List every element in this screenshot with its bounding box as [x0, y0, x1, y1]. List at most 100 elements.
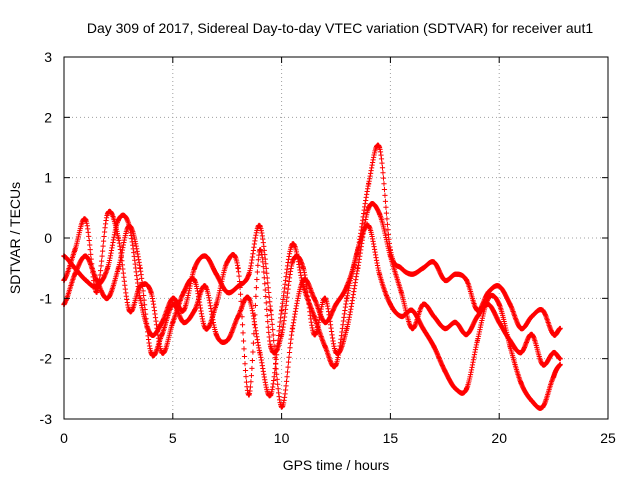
point-marker: [275, 381, 281, 387]
point-marker: [277, 323, 283, 329]
point-marker: [365, 183, 371, 189]
point-marker: [267, 303, 273, 309]
point-marker: [263, 265, 269, 272]
point-marker: [266, 294, 272, 300]
point-marker: [142, 306, 148, 313]
point-marker: [273, 361, 279, 367]
point-marker: [143, 320, 150, 326]
point-marker: [86, 237, 92, 244]
point-marker: [237, 291, 244, 297]
point-marker: [283, 378, 290, 385]
point-marker: [88, 251, 94, 257]
point-marker: [274, 376, 280, 382]
point-marker: [254, 276, 260, 283]
x-tick-label: 10: [274, 430, 290, 446]
y-axis-label: SDTVAR / TECUs: [7, 182, 23, 294]
point-marker: [383, 204, 389, 210]
point-marker: [141, 292, 147, 299]
point-marker: [213, 330, 219, 336]
point-marker: [284, 369, 291, 375]
chart-title: Day 309 of 2017, Sidereal Day-to-day VTE…: [87, 20, 594, 36]
point-marker: [245, 392, 252, 398]
point-marker: [100, 238, 107, 244]
point-marker: [249, 357, 256, 364]
point-marker: [264, 270, 270, 276]
point-marker: [273, 356, 279, 363]
point-marker: [100, 243, 106, 249]
point-marker: [240, 330, 246, 336]
point-marker: [263, 300, 269, 306]
point-marker: [241, 353, 248, 360]
point-marker: [247, 384, 254, 390]
point-marker: [104, 212, 110, 219]
point-marker: [253, 293, 259, 299]
point-marker: [99, 253, 105, 259]
point-marker: [398, 288, 404, 294]
point-marker: [557, 326, 563, 332]
point-marker: [255, 257, 261, 263]
point-marker: [71, 272, 77, 278]
x-tick-label: 25: [600, 430, 616, 446]
point-marker: [263, 293, 269, 300]
point-marker: [234, 262, 241, 268]
point-marker: [284, 374, 290, 380]
point-marker: [251, 331, 257, 337]
point-marker: [262, 256, 268, 262]
point-marker: [268, 312, 274, 318]
point-marker: [158, 333, 165, 339]
point-marker: [254, 269, 260, 275]
point-marker: [251, 321, 257, 327]
point-marker: [269, 316, 275, 322]
point-marker: [250, 340, 257, 346]
point-marker: [376, 210, 382, 216]
point-marker: [264, 306, 270, 312]
point-marker: [261, 269, 267, 275]
point-marker: [98, 263, 104, 269]
point-marker: [104, 267, 110, 273]
point-marker: [137, 262, 143, 268]
point-marker: [354, 249, 360, 255]
x-tick-label: 20: [491, 430, 507, 446]
point-marker: [97, 272, 103, 278]
point-marker: [245, 272, 252, 279]
point-marker: [269, 321, 275, 327]
point-marker: [285, 364, 291, 370]
point-marker: [387, 251, 393, 257]
point-marker: [147, 288, 154, 294]
point-marker: [343, 327, 349, 334]
point-marker: [147, 348, 154, 354]
point-marker: [286, 354, 292, 360]
point-marker: [265, 280, 271, 286]
point-marker: [276, 332, 282, 339]
point-marker: [143, 316, 149, 322]
point-marker: [239, 314, 245, 320]
point-marker: [381, 186, 388, 193]
point-marker: [237, 284, 243, 291]
point-marker: [276, 328, 282, 334]
point-marker: [71, 248, 77, 255]
point-marker: [141, 297, 147, 303]
point-marker: [384, 216, 390, 222]
y-tick-label: 0: [44, 230, 52, 246]
point-marker: [474, 340, 480, 346]
x-axis-label: GPS time / hours: [283, 457, 390, 473]
point-marker: [382, 198, 389, 204]
point-marker: [557, 355, 563, 362]
point-marker: [379, 165, 386, 171]
point-marker: [365, 206, 371, 212]
point-marker: [262, 287, 268, 293]
point-marker: [343, 298, 349, 304]
point-marker: [97, 267, 104, 274]
point-marker: [240, 338, 247, 344]
point-marker: [265, 324, 271, 330]
point-marker: [98, 258, 105, 264]
point-marker: [255, 262, 261, 268]
point-marker: [213, 303, 219, 309]
y-tick-label: 1: [44, 170, 52, 186]
point-marker: [265, 285, 271, 291]
point-marker: [169, 321, 175, 327]
point-marker: [87, 242, 93, 248]
point-marker: [115, 233, 121, 239]
